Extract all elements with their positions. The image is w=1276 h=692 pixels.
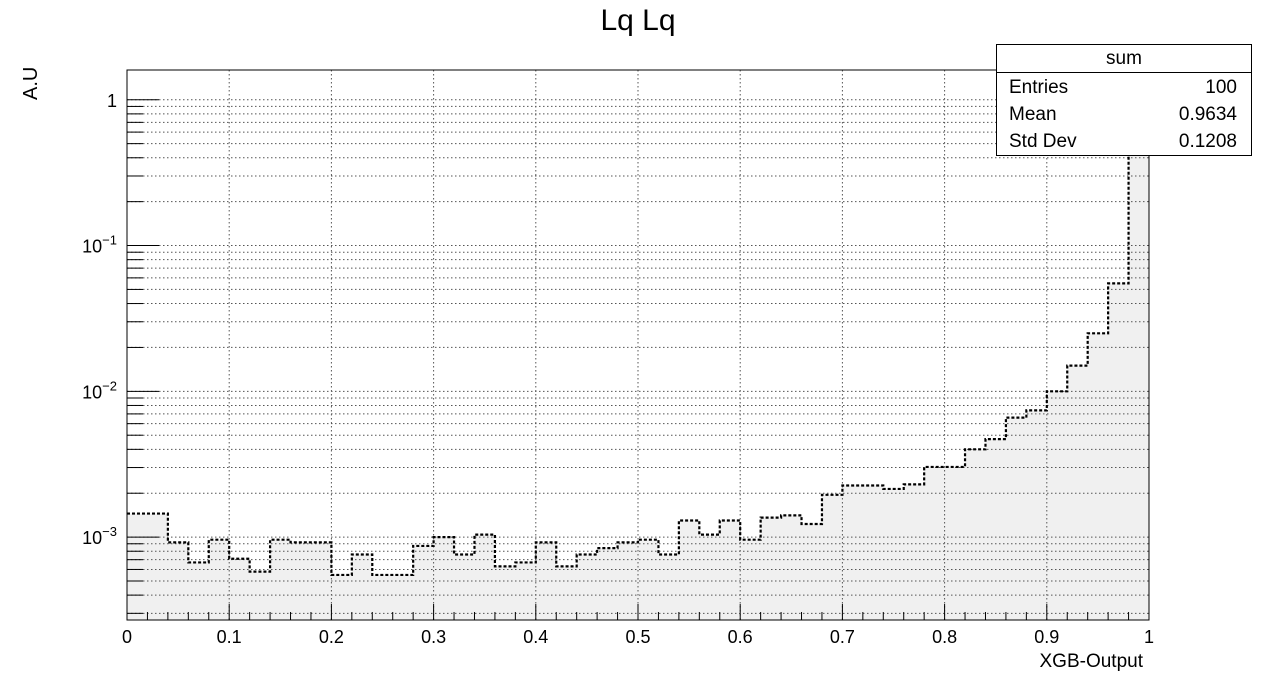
stats-label: Mean [1009, 104, 1057, 125]
x-tick-label: 0.6 [728, 627, 753, 647]
stats-box: sum Entries 100 Mean 0.9634 Std Dev 0.12… [996, 44, 1252, 156]
y-axis-ticks: 1 10−1 10−2 10−3 [82, 91, 159, 614]
x-axis-label: XGB-Output [1039, 651, 1144, 672]
chart-title: Lq Lq [600, 4, 676, 37]
x-tick-label: 0.2 [319, 627, 344, 647]
stats-value: 100 [1205, 77, 1237, 98]
stats-value: 0.1208 [1178, 131, 1237, 152]
x-tick-label: 0.8 [932, 627, 957, 647]
x-tick-label: 1 [1144, 627, 1154, 647]
y-tick-label: 1 [107, 91, 117, 111]
y-tick-label: 10−3 [82, 524, 117, 548]
stats-box-title: sum [997, 45, 1251, 73]
y-tick-label: 10−1 [82, 233, 117, 257]
x-tick-label: 0.7 [830, 627, 855, 647]
stats-row-entries: Entries 100 [997, 73, 1251, 100]
x-axis-ticks: 0 0.1 0.2 0.3 0.4 0.5 0.6 0.7 0.8 0.9 1 [122, 604, 1154, 647]
stats-row-stddev: Std Dev 0.1208 [997, 127, 1251, 154]
y-tick-label: 10−2 [82, 378, 117, 402]
x-tick-label: 0 [122, 627, 132, 647]
stats-label: Entries [1009, 77, 1069, 98]
stats-value: 0.9634 [1178, 104, 1237, 125]
x-tick-label: 0.1 [217, 627, 242, 647]
y-axis-label: A.U [20, 66, 42, 100]
stats-label: Std Dev [1009, 131, 1077, 152]
histogram-outline [127, 153, 1149, 577]
stats-row-mean: Mean 0.9634 [997, 100, 1251, 127]
x-tick-label: 0.5 [625, 627, 650, 647]
x-tick-label: 0.4 [523, 627, 548, 647]
histogram-fill [127, 154, 1149, 621]
x-tick-label: 0.3 [421, 627, 446, 647]
x-tick-label: 0.9 [1034, 627, 1059, 647]
